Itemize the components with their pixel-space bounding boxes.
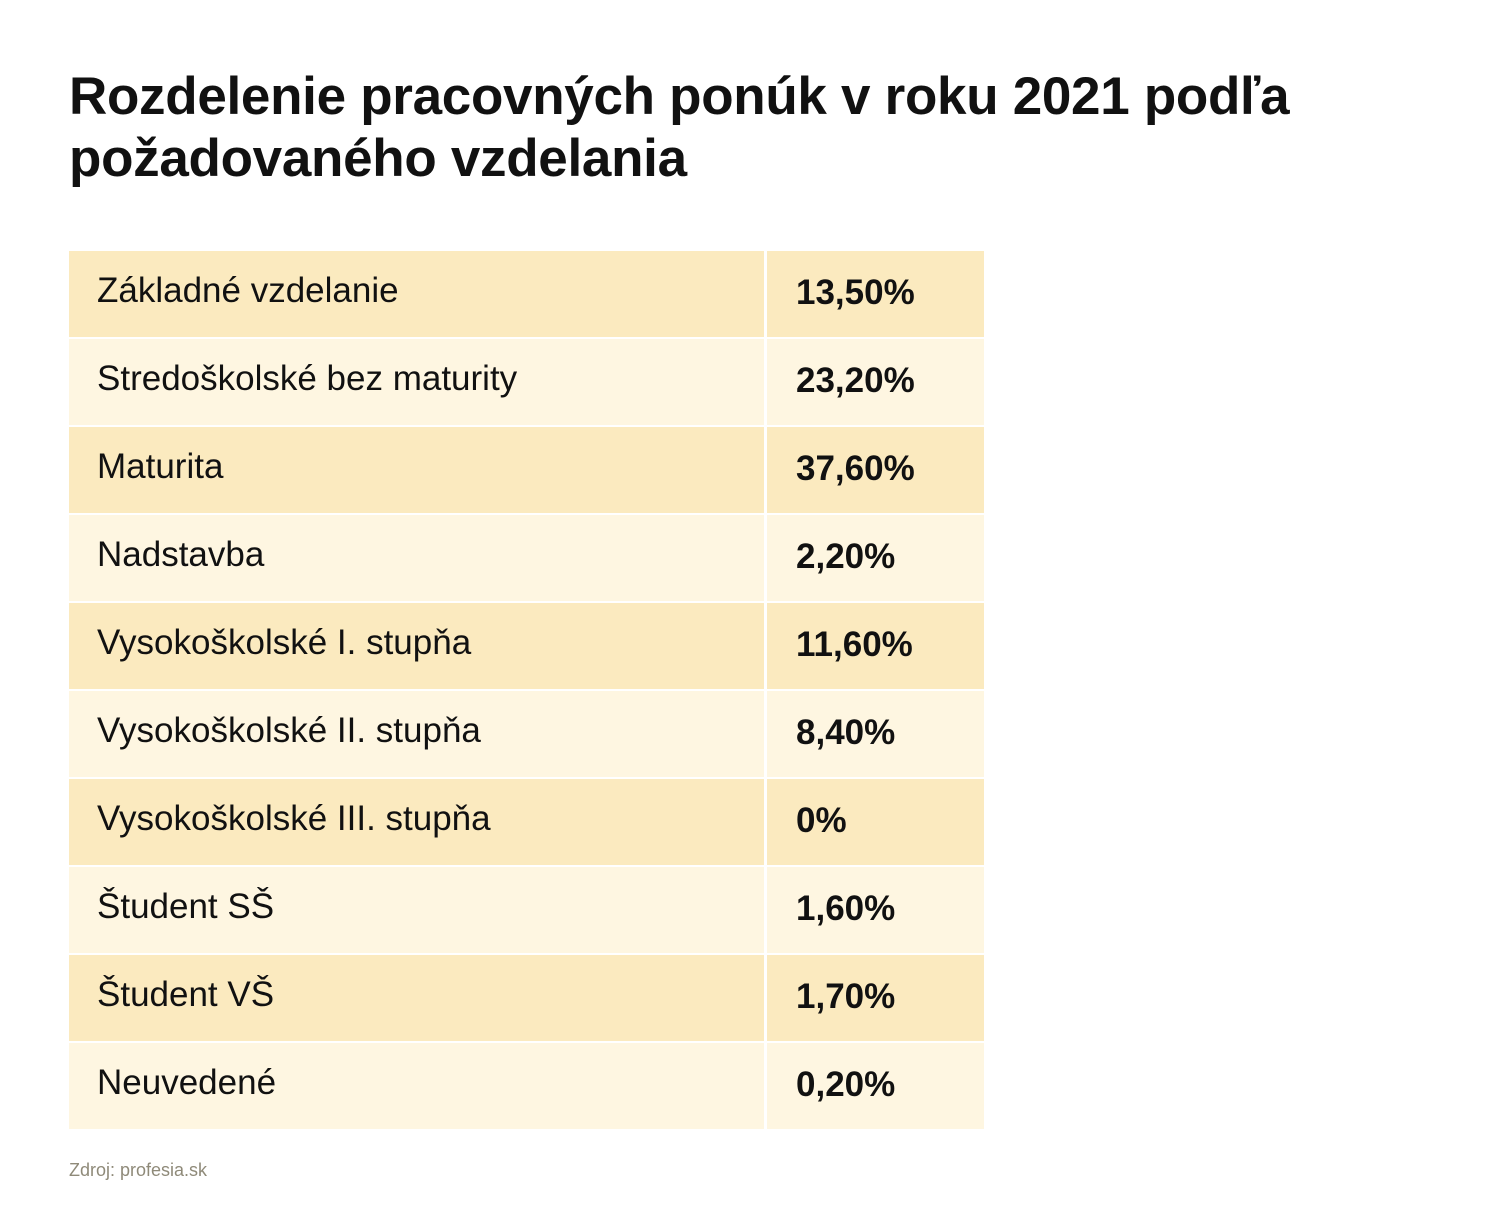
table-row: Vysokoškolské I. stupňa 11,60% xyxy=(69,603,984,689)
row-label: Neuvedené xyxy=(69,1043,764,1129)
data-table: Základné vzdelanie 13,50% Stredoškolské … xyxy=(69,251,984,1131)
table-row: Vysokoškolské II. stupňa 8,40% xyxy=(69,691,984,777)
row-value: 23,20% xyxy=(767,339,984,425)
table-row: Vysokoškolské III. stupňa 0% xyxy=(69,779,984,865)
table-row: Maturita 37,60% xyxy=(69,427,984,513)
table-row: Stredoškolské bez maturity 23,20% xyxy=(69,339,984,425)
source-note: Zdroj: profesia.sk xyxy=(69,1160,208,1180)
table-row: Nadstavba 2,20% xyxy=(69,515,984,601)
row-value: 1,60% xyxy=(767,867,984,953)
row-label: Študent SŠ xyxy=(69,867,764,953)
table-row: Študent SŠ 1,60% xyxy=(69,867,984,953)
row-value: 1,70% xyxy=(767,955,984,1041)
row-label: Vysokoškolské I. stupňa xyxy=(69,603,764,689)
row-label: Študent VŠ xyxy=(69,955,764,1041)
row-label: Maturita xyxy=(69,427,764,513)
row-value: 11,60% xyxy=(767,603,984,689)
table-row: Základné vzdelanie 13,50% xyxy=(69,251,984,337)
row-value: 8,40% xyxy=(767,691,984,777)
row-value: 2,20% xyxy=(767,515,984,601)
row-label: Stredoškolské bez maturity xyxy=(69,339,764,425)
row-label: Nadstavba xyxy=(69,515,764,601)
row-label: Vysokoškolské III. stupňa xyxy=(69,779,764,865)
row-value: 13,50% xyxy=(767,251,984,337)
row-value: 37,60% xyxy=(767,427,984,513)
chart-title: Rozdelenie pracovných ponúk v roku 2021 … xyxy=(69,67,1290,188)
row-value: 0% xyxy=(767,779,984,865)
row-label: Základné vzdelanie xyxy=(69,251,764,337)
table-row: Študent VŠ 1,70% xyxy=(69,955,984,1041)
table-row: Neuvedené 0,20% xyxy=(69,1043,984,1129)
row-value: 0,20% xyxy=(767,1043,984,1129)
row-label: Vysokoškolské II. stupňa xyxy=(69,691,764,777)
